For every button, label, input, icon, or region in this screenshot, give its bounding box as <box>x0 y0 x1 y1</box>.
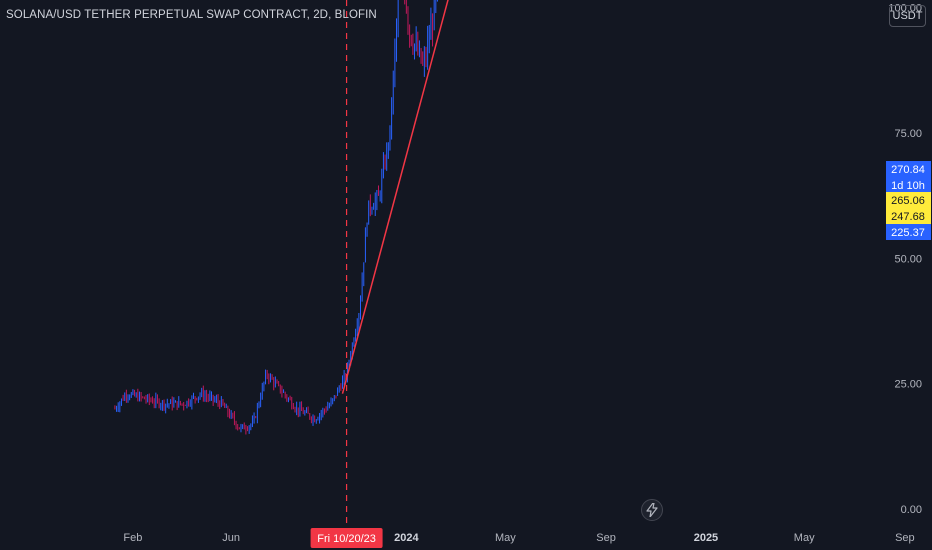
date-marker-label: Fri 10/20/23 <box>317 533 376 545</box>
price-tag-bg <box>886 177 931 193</box>
price-tag: 225.37 <box>891 227 925 239</box>
price-tag-bg <box>886 208 931 224</box>
price-tag: 270.84 <box>891 164 925 176</box>
y-tick-label: 25.00 <box>894 379 922 391</box>
price-tag-bg <box>886 161 931 177</box>
x-tick-label: May <box>794 532 815 544</box>
price-tag: 265.06 <box>891 195 925 207</box>
price-tag-bg <box>886 224 931 240</box>
trend-line <box>341 0 449 394</box>
y-tick-label: 75.00 <box>894 128 922 140</box>
x-tick-label: 2024 <box>394 532 419 544</box>
date-marker-label-bg <box>310 528 383 548</box>
x-tick-label: Jun <box>222 532 240 544</box>
x-tick-label: 2025 <box>694 532 718 544</box>
x-tick-label: Sep <box>895 532 915 544</box>
price-tag: 1d 10h <box>891 180 925 192</box>
price-tag: 247.68 <box>891 211 925 223</box>
y-tick-label: 0.00 <box>901 504 922 516</box>
lightning-icon[interactable] <box>641 499 663 521</box>
x-tick-label: Sep <box>596 532 616 544</box>
x-tick-label: May <box>495 532 516 544</box>
x-tick-label: Feb <box>123 532 142 544</box>
lightning-glyph <box>646 503 658 517</box>
price-tag-bg <box>886 192 931 208</box>
chart-title: SOLANA/USD TETHER PERPETUAL SWAP CONTRAC… <box>6 9 377 21</box>
currency-button[interactable]: USDT <box>889 5 926 27</box>
y-tick-label: 50.00 <box>894 253 922 265</box>
